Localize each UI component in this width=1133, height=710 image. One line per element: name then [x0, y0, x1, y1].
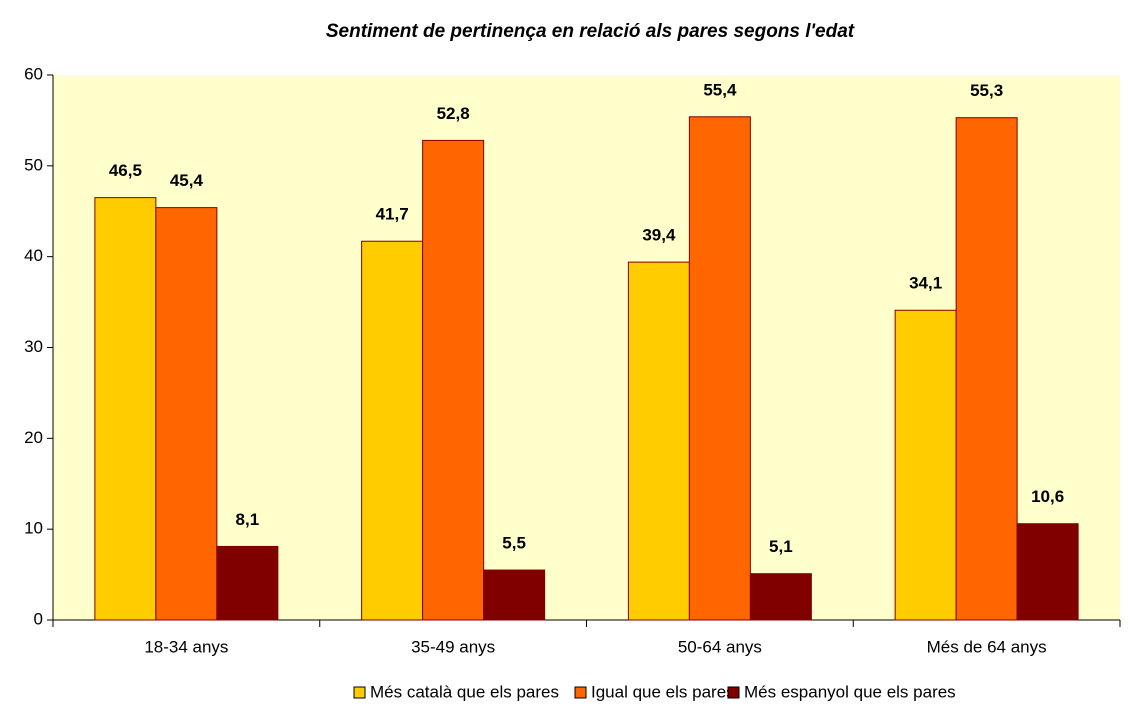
chart-title: Sentiment de pertinença en relació als p…	[326, 21, 855, 42]
legend-label: Més espanyol que els pares	[744, 682, 956, 701]
x-tick-label: 18-34 anys	[144, 637, 228, 656]
x-tick-label: 35-49 anys	[411, 637, 495, 656]
legend-swatch	[574, 686, 587, 699]
bar	[361, 240, 424, 621]
value-label: 46,5	[109, 161, 142, 180]
x-tick-label: 50-64 anys	[678, 637, 762, 656]
y-tick-label: 10	[24, 519, 43, 538]
y-tick-label: 50	[24, 155, 43, 174]
bar	[894, 309, 957, 621]
legend-label: Igual que els pares	[591, 682, 735, 701]
value-label: 8,1	[236, 510, 260, 529]
value-label: 5,5	[502, 534, 526, 553]
y-tick-label: 60	[24, 64, 43, 83]
x-tick-label: Més de 64 anys	[927, 637, 1047, 656]
y-tick-label: 40	[24, 246, 43, 265]
value-label: 55,4	[703, 80, 737, 99]
value-label: 52,8	[437, 104, 470, 123]
legend-swatch	[353, 686, 366, 699]
value-label: 41,7	[376, 205, 409, 224]
bar	[688, 116, 751, 621]
bar	[155, 207, 218, 621]
value-label: 39,4	[642, 226, 676, 245]
legend-label: Més català que els pares	[370, 682, 559, 701]
y-tick-label: 30	[24, 337, 43, 356]
legend-swatch	[727, 686, 740, 699]
y-tick-label: 0	[34, 609, 43, 628]
bar	[749, 573, 812, 621]
value-label: 55,3	[970, 81, 1003, 100]
y-tick-label: 20	[24, 428, 43, 447]
bar	[1016, 523, 1079, 621]
bar	[422, 139, 485, 621]
bar	[483, 569, 546, 621]
value-label: 5,1	[769, 537, 793, 556]
bar	[955, 117, 1018, 621]
bar	[627, 261, 690, 621]
value-label: 10,6	[1031, 487, 1064, 506]
value-label: 34,1	[909, 274, 942, 293]
value-label: 45,4	[170, 171, 204, 190]
bar	[216, 545, 279, 621]
bar	[94, 197, 157, 621]
